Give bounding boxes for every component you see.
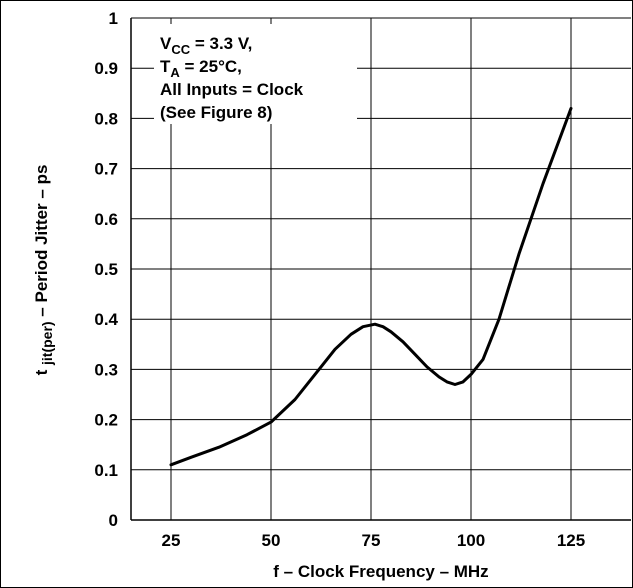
x-tick-label: 125 (557, 531, 585, 550)
y-tick-label: 0.8 (94, 109, 118, 128)
y-tick-label: 0.7 (94, 160, 118, 179)
y-tick-label: 1 (109, 9, 118, 28)
annotation-background (154, 24, 357, 124)
y-axis-title: t jit(per) – Period Jitter – ps (32, 165, 56, 376)
annotation-line: (See Figure 8) (160, 103, 272, 122)
x-tick-label: 75 (362, 531, 381, 550)
y-tick-label: 0.5 (94, 260, 118, 279)
x-tick-label: 50 (262, 531, 281, 550)
y-tick-label: 0.2 (94, 411, 118, 430)
series (169, 106, 573, 467)
annotation-line: TA = 25°C, (160, 57, 242, 80)
y-tick-label: 0.1 (94, 461, 118, 480)
annotation-line: VCC = 3.3 V, (160, 34, 252, 57)
y-tick-label: 0.4 (94, 310, 118, 329)
annotation-line: All Inputs = Clock (160, 80, 304, 99)
x-tick-label: 100 (457, 531, 485, 550)
y-axis-title-subscript: jit(per) (39, 321, 55, 366)
y-tick-labels: 0 0.1 0.2 0.3 0.4 0.5 0.6 0.7 0.8 0.9 1 (94, 9, 118, 530)
y-tick-label: 0.3 (94, 360, 118, 379)
series-line (169, 106, 573, 467)
x-axis-title: f – Clock Frequency – MHz (273, 562, 488, 581)
y-axis-title-suffix: – Period Jitter – ps (32, 165, 51, 317)
conditions-annotation: VCC = 3.3 V,TA = 25°C,All Inputs = Clock… (154, 24, 357, 124)
y-tick-label: 0.6 (94, 210, 118, 229)
x-tick-labels: 25 50 75 100 125 (162, 531, 586, 550)
axes (130, 18, 631, 521)
y-tick-label: 0.9 (94, 59, 118, 78)
y-tick-label: 0 (109, 511, 118, 530)
y-axis-title-prefix: t (32, 369, 51, 375)
x-tick-label: 25 (162, 531, 181, 550)
